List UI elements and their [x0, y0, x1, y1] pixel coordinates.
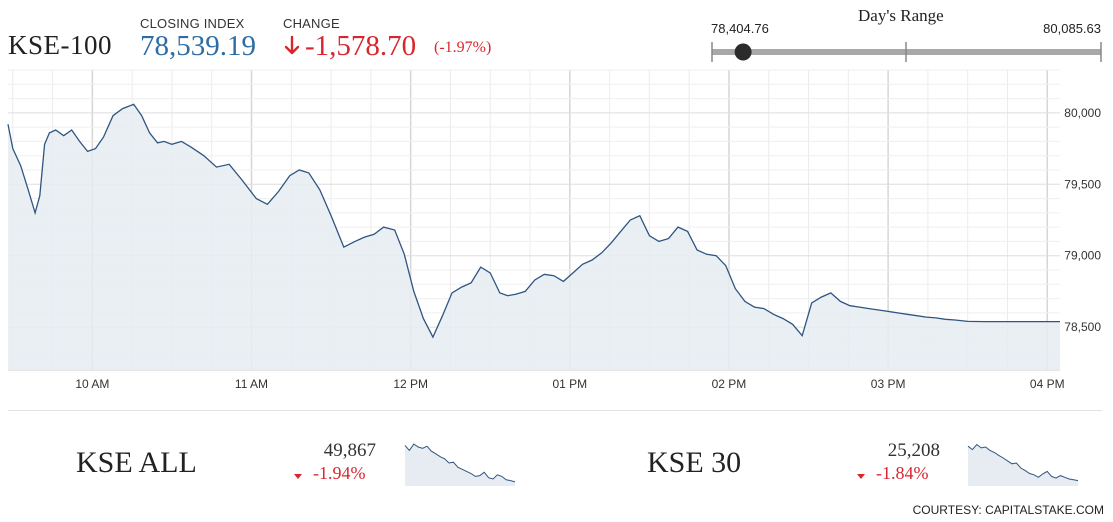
x-tick-label: 03 PM [871, 377, 906, 391]
main-chart: 80,000 79,500 79,000 78,500 10 AM 11 AM 12 PM… [7, 69, 1101, 391]
days-range-marker [734, 43, 752, 61]
closing-index-value: 78,539.19 [140, 30, 256, 62]
section-divider [8, 410, 1102, 411]
x-tick-label: 12 PM [393, 377, 428, 391]
index-name: KSE-100 [8, 30, 112, 60]
x-tick-label: 10 AM [75, 377, 109, 391]
days-range-high: 80,085.63 [1043, 21, 1101, 36]
x-tick-label: 04 PM [1030, 377, 1065, 391]
y-axis: 80,000 79,500 79,000 78,500 [1064, 106, 1101, 334]
arrow-down-icon [284, 35, 300, 55]
sparkline-line [404, 443, 516, 483]
closing-index-label: CLOSING INDEX [140, 16, 245, 31]
change-label: CHANGE [283, 16, 340, 31]
mini-index-value-kse-all: 49,867 [323, 440, 376, 461]
days-range-low: 78,404.76 [711, 21, 769, 36]
credit-text: COURTESY: CAPITALSTAKE.COM [912, 503, 1104, 517]
days-range-title: Day's Range [858, 6, 944, 25]
y-tick-label: 79,500 [1064, 177, 1101, 191]
mini-sparkline-kse-all [404, 443, 516, 486]
x-tick-label: 02 PM [712, 377, 747, 391]
sparkline-line [967, 443, 1079, 482]
y-tick-label: 79,000 [1064, 249, 1101, 263]
change-percent: (-1.97%) [434, 39, 492, 56]
chart-area-fill [8, 104, 1060, 371]
days-range-bar [711, 42, 1102, 62]
mini-index-change-kse-30: -1.84% [876, 463, 929, 483]
mini-down-arrow-icon [857, 474, 865, 479]
sparkline-area [405, 444, 515, 486]
mini-sparkline-kse-30 [967, 443, 1079, 486]
sparkline-area [968, 444, 1078, 486]
x-tick-label: 11 AM [235, 377, 268, 391]
mini-index-name-kse-all: KSE ALL [76, 446, 197, 479]
header: KSE-100 CLOSING INDEX 78,539.19 CHANGE -… [0, 0, 1113, 66]
change-value: -1,578.70 [305, 30, 417, 62]
chart-series-line [7, 103, 1060, 339]
mini-index-name-kse-30: KSE 30 [647, 446, 742, 479]
x-axis: 10 AM 11 AM 12 PM 01 PM 02 PM 03 PM 04 PM [75, 377, 1064, 391]
mini-down-arrow-icon [294, 474, 302, 479]
mini-index-value-kse-30: 25,208 [887, 440, 940, 461]
x-tick-label: 01 PM [552, 377, 587, 391]
y-tick-label: 80,000 [1064, 106, 1101, 120]
mini-index-change-kse-all: -1.94% [313, 463, 366, 483]
y-tick-label: 78,500 [1064, 320, 1101, 334]
